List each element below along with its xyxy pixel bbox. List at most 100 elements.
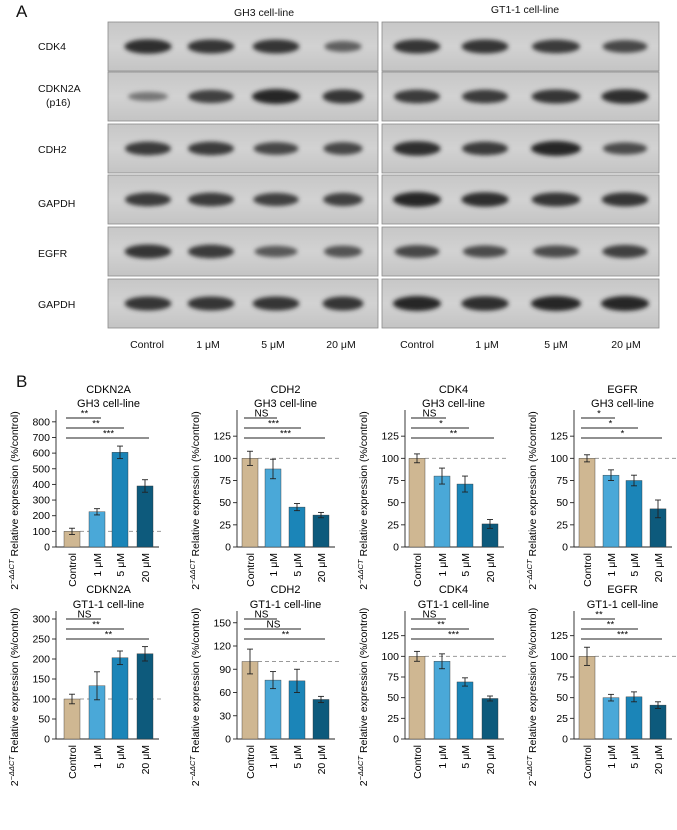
blot-row-sublabel: (p16) <box>46 97 71 109</box>
y-tick-label: 125 <box>381 431 399 443</box>
y-tick-label: 100 <box>32 694 50 706</box>
blot-band <box>601 89 649 104</box>
blot-band <box>461 192 509 207</box>
x-tick-label: 1 μM <box>437 553 449 577</box>
significance-label: NS <box>423 610 437 621</box>
y-tick-label: 75 <box>387 475 399 487</box>
x-tick-label: 1 μM <box>437 745 449 769</box>
x-tick-label: 20 μM <box>653 553 665 582</box>
blot-band <box>124 244 172 259</box>
y-tick-label: 90 <box>219 664 231 676</box>
y-tick-label: 200 <box>32 654 50 666</box>
y-axis-label: 2−ΔΔCT Relative expression (%/control) <box>188 411 202 590</box>
blot-band <box>124 39 172 54</box>
significance-label: * <box>439 419 443 430</box>
blot-lane-label: 5 μM <box>261 339 285 351</box>
blot-band <box>602 244 648 259</box>
significance-label: *** <box>448 630 459 641</box>
significance-label: NS <box>255 409 269 420</box>
y-tick-label: 0 <box>562 542 568 554</box>
blot-row-label: CDKN2A <box>38 83 81 95</box>
bar <box>288 506 306 548</box>
blot-band <box>393 141 441 156</box>
chart-title: CDK4 <box>439 384 468 396</box>
y-tick-label: 250 <box>32 634 50 646</box>
y-tick-label: 400 <box>32 479 50 491</box>
y-tick-label: 25 <box>387 519 399 531</box>
bar <box>241 458 259 548</box>
x-tick-label: 20 μM <box>316 553 328 582</box>
y-tick-label: 50 <box>219 497 231 509</box>
bar <box>625 696 643 740</box>
bar <box>63 698 81 740</box>
y-tick-label: 0 <box>225 542 231 554</box>
significance-label: ** <box>450 429 458 440</box>
x-tick-label: 5 μM <box>115 553 127 577</box>
bar <box>578 458 596 548</box>
bar <box>602 697 620 740</box>
y-tick-label: 100 <box>213 453 231 465</box>
y-tick-label: 50 <box>38 714 50 726</box>
significance-label: ** <box>595 610 603 621</box>
y-tick-label: 300 <box>32 495 50 507</box>
x-tick-label: Control <box>245 553 257 587</box>
chart-title: EGFR <box>607 384 638 396</box>
y-tick-label: 0 <box>44 542 50 554</box>
blot-lane-label: Control <box>400 339 434 351</box>
y-tick-label: 75 <box>556 475 568 487</box>
blot-band <box>531 296 581 311</box>
y-tick-label: 300 <box>32 614 50 626</box>
y-axis-label: 2−ΔΔCT Relative expression (%/control) <box>525 411 539 590</box>
x-tick-label: Control <box>67 553 79 587</box>
x-tick-label: 1 μM <box>268 745 280 769</box>
chart-egfr-gh3: EGFR GH3 cell-line 0 25 50 75 100 125 2−ΔΔCT Rel… <box>525 384 676 590</box>
y-tick-label: 0 <box>44 734 50 746</box>
x-tick-label: 5 μM <box>292 745 304 769</box>
blot-band <box>461 141 509 156</box>
blot-row-label: GAPDH <box>38 299 76 311</box>
x-tick-label: 20 μM <box>140 553 152 582</box>
y-tick-label: 125 <box>550 431 568 443</box>
y-axis-label: 2−ΔΔCT Relative expression (%/control) <box>188 608 202 787</box>
y-tick-label: 100 <box>381 453 399 465</box>
bar <box>481 698 499 740</box>
blot-lane-label: 1 μM <box>196 339 220 351</box>
blot-band <box>124 296 172 311</box>
panel-b-label: B <box>16 372 28 391</box>
significance-label: ** <box>92 419 100 430</box>
blot-band <box>322 296 364 311</box>
bar <box>312 514 330 548</box>
blot-band <box>253 142 299 155</box>
chart-subtitle: GT1-1 cell-line <box>587 599 659 611</box>
blot-band <box>252 296 300 311</box>
chart-cdh2-gh3: CDH2 GH3 cell-line 0 25 50 75 100 125 2−ΔΔCT Rel… <box>188 384 339 590</box>
blot-band <box>127 91 169 102</box>
bar <box>312 699 330 740</box>
significance-label: ** <box>105 630 113 641</box>
blot-band <box>124 192 172 207</box>
y-tick-label: 125 <box>381 630 399 642</box>
blot-lane-label: 1 μM <box>475 339 499 351</box>
x-tick-label: Control <box>412 553 424 587</box>
x-tick-label: 5 μM <box>292 553 304 577</box>
x-tick-label: 5 μM <box>460 553 472 577</box>
y-tick-label: 100 <box>550 651 568 663</box>
x-tick-label: 1 μM <box>606 745 618 769</box>
y-axis-label: 2−ΔΔCT Relative expression (%/control) <box>525 608 539 787</box>
chart-subtitle: GT1-1 cell-line <box>418 599 490 611</box>
y-tick-label: 50 <box>387 497 399 509</box>
bar <box>649 704 667 740</box>
significance-label: ** <box>607 620 615 631</box>
chart-cdk4-gh3: CDK4 GH3 cell-line 0 25 50 75 100 125 2−ΔΔCT Rel… <box>356 384 508 590</box>
blot-band <box>531 89 581 104</box>
x-tick-label: 5 μM <box>629 745 641 769</box>
blot-row-label: GAPDH <box>38 198 76 210</box>
significance-label: ** <box>437 620 445 631</box>
chart-title: CDH2 <box>271 384 301 396</box>
blot-cellline-gt1: GT1-1 cell-line <box>490 4 560 16</box>
y-tick-label: 75 <box>387 672 399 684</box>
significance-label: NS <box>267 620 281 631</box>
x-tick-label: 1 μM <box>606 553 618 577</box>
blot-band <box>322 89 364 104</box>
y-tick-label: 25 <box>556 713 568 725</box>
